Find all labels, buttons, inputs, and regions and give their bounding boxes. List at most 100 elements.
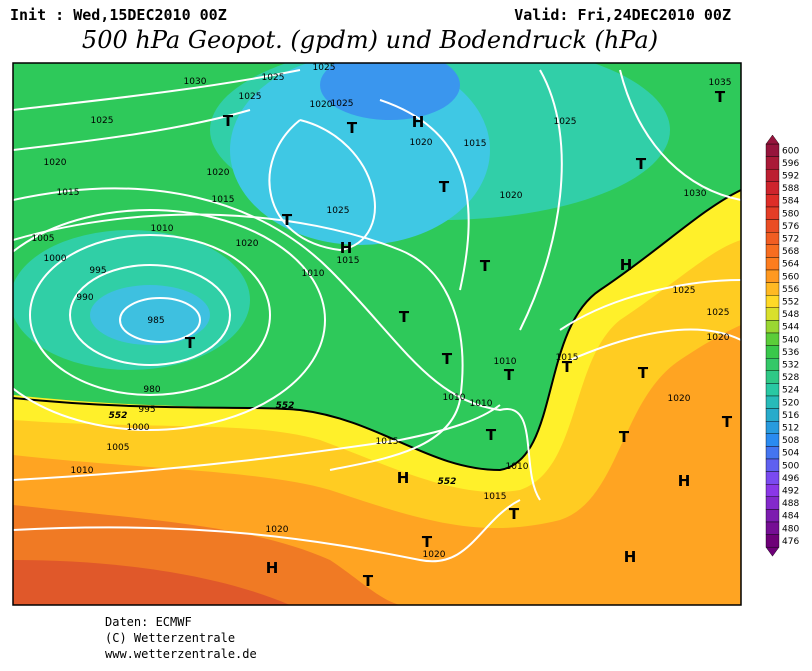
colorbar-label: 488 [782,499,799,509]
isobar [379,99,470,291]
pressure-center: H [266,559,279,577]
isobar-label: 1010 [71,466,94,476]
colorbar-swatch [765,421,780,435]
isobar-label: 1025 [327,206,350,216]
colorbar-label: 596 [782,159,799,169]
map-title: 500 hPa Geopot. (gpdm) und Bodendruck (h… [82,26,658,54]
colorbar-label: 536 [782,348,799,358]
colorbar-swatch [765,168,780,182]
isobar-label: 1020 [236,239,259,249]
isobar-label: 1015 [57,188,80,198]
colorbar-swatch [765,395,780,409]
isobar-label: 1020 [500,191,523,201]
valid-time: Valid: Fri,24DEC2010 00Z [514,6,731,24]
isobar-label: 1010 [470,399,493,409]
isobar-label: 1010 [494,357,517,367]
isobar-label: 1005 [107,443,130,453]
pressure-center: T [619,428,630,446]
pressure-center: T [442,350,453,368]
isobar-label: 980 [143,385,160,395]
pressure-center: H [412,113,425,131]
pressure-center: T [480,257,491,275]
colorbar-label: 576 [782,222,799,232]
colorbar-label: 480 [782,524,799,534]
isobar [13,209,326,431]
isobar-label: 995 [89,266,106,276]
pressure-center: T [439,178,450,196]
isobar-label: 1020 [410,138,433,148]
isobar-label: 1020 [668,394,691,404]
isobar-label: 1015 [337,256,360,266]
isobar-label: 1015 [376,437,399,447]
isobar [13,187,541,501]
colorbar-label: 580 [782,209,799,219]
isobar-label: 1000 [44,254,67,264]
isobar-label: 1020 [423,550,446,560]
colorbar-swatch [765,534,780,548]
init-time: Init : Wed,15DEC2010 00Z [10,6,227,24]
isobar [268,119,376,252]
colorbar-label: 496 [782,474,799,484]
colorbar-swatch [765,156,780,170]
map-labels: 1030 1025 1025 1025 1020 1025 1025 1020 1020 1015… [32,63,733,590]
pressure-center: T [347,119,358,137]
colorbar-swatch [765,521,780,535]
pressure-center: T [636,155,647,173]
isobar [13,69,301,151]
isobar [29,234,271,396]
isobar-label: 1000 [127,423,150,433]
isobar-label: 1025 [554,117,577,127]
colorbar-swatch [765,408,780,422]
colorbar-label: 516 [782,411,799,421]
colorbar-swatch [765,143,780,157]
isobar-label: 1025 [331,99,354,109]
pressure-center: T [638,364,649,382]
isobar-label: 1030 [684,189,707,199]
colorbar-label: 588 [782,184,799,194]
isobar-label: 1010 [443,393,466,403]
colorbar-label: 532 [782,361,799,371]
pressure-center: T [399,308,410,326]
isobar-label: 1020 [266,525,289,535]
isobar [69,264,231,366]
isobar-label: 1015 [484,492,507,502]
colorbar-label: 556 [782,285,799,295]
colorbar-swatch [765,320,780,334]
isobar-label: 1025 [262,73,285,83]
colorbar-label: 500 [782,461,799,471]
isobar [619,69,741,201]
pressure-center: H [340,239,353,257]
pressure-center: T [722,413,733,431]
colorbar-swatch [765,358,780,372]
colorbar-cap [765,547,780,557]
map-field [13,63,741,605]
footer-line: Daten: ECMWF [105,615,192,629]
isobar-label: 1030 [184,77,207,87]
isobar-label: 1025 [91,116,114,126]
colorbar-label: 564 [782,260,799,270]
isobar-label: 1010 [302,269,325,279]
colorbar-label: 524 [782,386,799,396]
pressure-center: H [397,469,410,487]
colorbar-label: 492 [782,487,799,497]
map-frame [12,62,742,606]
colorbar-label: 540 [782,335,799,345]
contour-552 [13,189,741,472]
colorbar-swatch [765,484,780,498]
isobar-label: 1005 [32,234,55,244]
isobar-label: 1020 [44,158,67,168]
colorbar-label: 504 [782,449,799,459]
pressure-center: T [504,366,515,384]
isobar-label: 990 [76,293,93,303]
pressure-center: H [624,548,637,566]
colorbar-swatch [765,219,780,233]
isobar-label: 1015 [212,195,235,205]
pressure-center: T [282,211,293,229]
isobar-label: 1010 [151,224,174,234]
colorbar-swatch [765,370,780,384]
colorbar-swatch [765,446,780,460]
colorbar-swatch [765,458,780,472]
colorbar-label: 568 [782,247,799,257]
colorbar-swatch [765,206,780,220]
colorbar-swatch [765,244,780,258]
